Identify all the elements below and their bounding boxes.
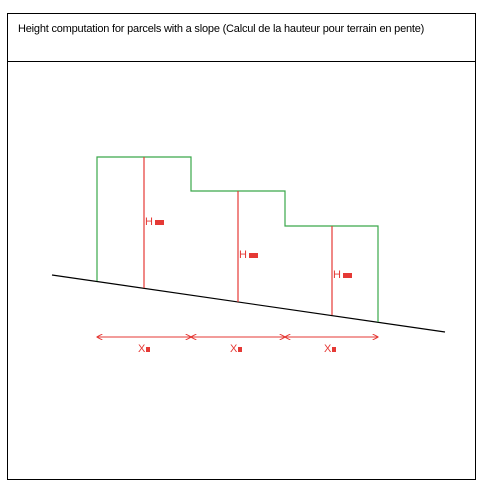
x-label-1: X: [138, 343, 146, 355]
x-label-2-marker: [238, 347, 242, 352]
height-label-3: H: [333, 269, 341, 281]
height-label-1-marker: [155, 220, 164, 225]
ground-line: [52, 275, 445, 332]
x-label-2: X: [230, 343, 238, 355]
x-label-3-marker: [332, 347, 336, 352]
height-label-2-marker: [249, 253, 258, 258]
height-label-3-marker: [343, 273, 352, 278]
x-label-3: X: [324, 343, 332, 355]
height-label-2: H: [239, 249, 247, 261]
height-label-1: H: [145, 216, 153, 228]
x-label-1-marker: [146, 347, 150, 352]
